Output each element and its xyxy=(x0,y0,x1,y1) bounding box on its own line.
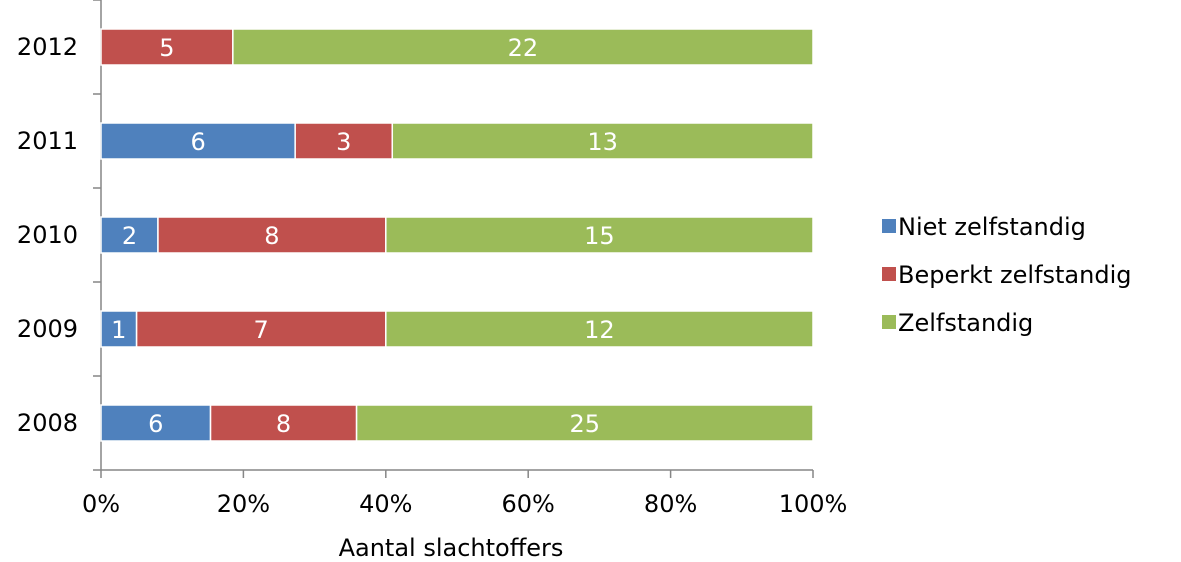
legend-label: Niet zelfstandig xyxy=(898,213,1086,241)
bar-segment xyxy=(100,28,234,66)
data-label: 22 xyxy=(508,34,539,62)
data-label: 5 xyxy=(159,34,174,62)
y-category-label: 2008 xyxy=(17,409,78,437)
bar-segment xyxy=(100,404,212,442)
x-axis-title: Aantal slachtoffers xyxy=(339,534,564,557)
data-label: 8 xyxy=(276,410,291,438)
x-tick-label: 20% xyxy=(217,490,270,518)
axis-layer: 0% 20% 40% 60% 80% 100% xyxy=(82,0,847,518)
bar-segment xyxy=(100,122,296,160)
x-tick-label: 0% xyxy=(82,490,120,518)
data-label: 6 xyxy=(190,128,205,156)
bar-segment xyxy=(385,216,814,254)
bar-segment xyxy=(209,404,358,442)
bars-layer xyxy=(100,28,814,442)
x-tick-label: 40% xyxy=(359,490,412,518)
legend-label: Beperkt zelfstandig xyxy=(898,261,1131,289)
bar-segment xyxy=(157,216,387,254)
data-label: 13 xyxy=(587,128,618,156)
data-label: 1 xyxy=(111,316,126,344)
data-label: 12 xyxy=(584,316,615,344)
legend: Niet zelfstandig Beperkt zelfstandig Zelfs… xyxy=(882,213,1131,337)
bar-segment xyxy=(135,310,387,348)
y-category-label: 2011 xyxy=(17,127,78,155)
data-label: 6 xyxy=(148,410,163,438)
legend-swatch xyxy=(882,315,896,329)
data-label: 15 xyxy=(584,222,615,250)
bar-segment xyxy=(385,310,814,348)
data-label: 3 xyxy=(336,128,351,156)
x-tick-label: 60% xyxy=(502,490,555,518)
labels-layer: 2012 5 22 2011 6 3 13 2010 2 8 15 2009 1 7 12 2008 6 8 25 xyxy=(17,33,618,438)
x-tick-label: 80% xyxy=(644,490,697,518)
data-label: 25 xyxy=(570,410,601,438)
bar-segment xyxy=(100,310,138,348)
data-label: 7 xyxy=(254,316,269,344)
legend-swatch xyxy=(882,267,896,281)
y-category-label: 2012 xyxy=(17,33,78,61)
data-label: 2 xyxy=(122,222,137,250)
data-label: 8 xyxy=(264,222,279,250)
x-tick-label: 100% xyxy=(779,490,848,518)
legend-label: Zelfstandig xyxy=(898,309,1033,337)
y-category-label: 2010 xyxy=(17,221,78,249)
legend-swatch xyxy=(882,219,896,233)
bar-segment xyxy=(355,404,814,442)
y-category-label: 2009 xyxy=(17,315,78,343)
bar-segment xyxy=(391,122,814,160)
bar-segment xyxy=(232,28,814,66)
